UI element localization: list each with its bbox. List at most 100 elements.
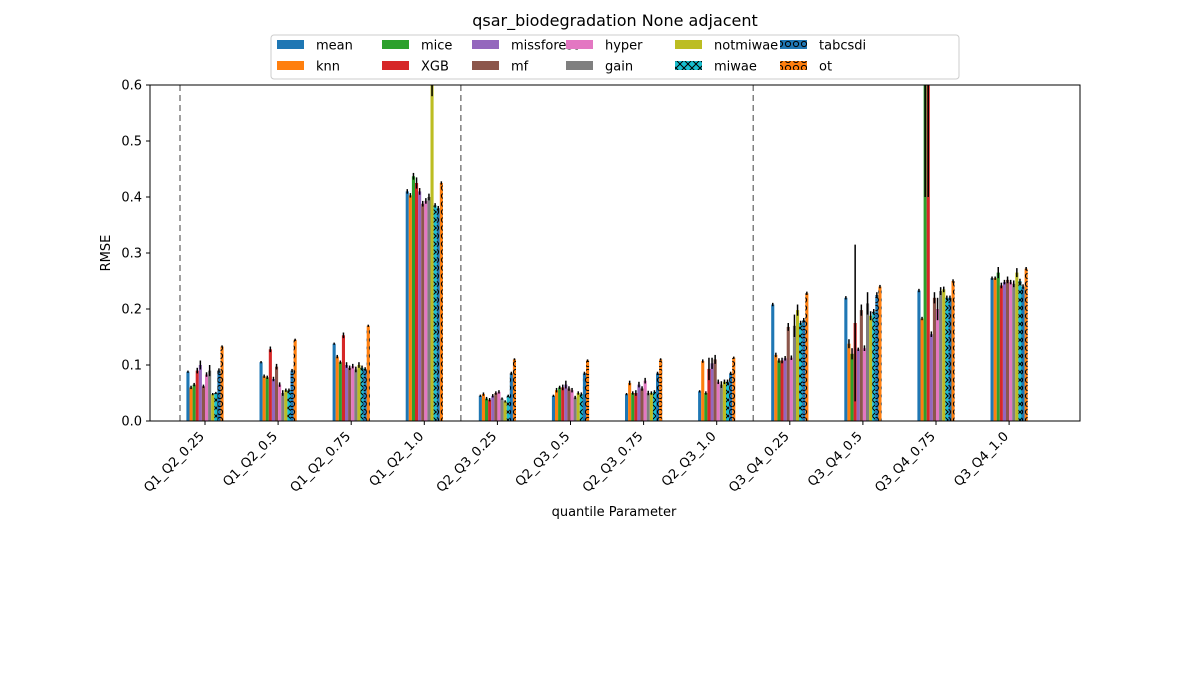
legend-label-ot: ot bbox=[819, 60, 832, 75]
plot-area bbox=[179, 85, 1028, 421]
bar-mf-Q2_Q3_0.25 bbox=[494, 393, 498, 421]
bar-mf-Q3_Q4_0.5 bbox=[859, 310, 863, 421]
bar-miwae-Q1_Q2_0.25 bbox=[214, 393, 218, 421]
bar-missforest-Q2_Q3_0.25 bbox=[491, 395, 495, 421]
bar-notmiwae-Q1_Q2_1.0 bbox=[430, 85, 434, 421]
bar-gain-Q2_Q3_0.5 bbox=[573, 397, 577, 421]
bar-knn-Q2_Q3_0.5 bbox=[555, 390, 559, 421]
bar-tabcsdi-Q2_Q3_0.5 bbox=[582, 373, 586, 421]
bar-tabcsdi-Q1_Q2_0.5 bbox=[290, 370, 294, 421]
y-tick-label: 0.1 bbox=[121, 359, 142, 374]
bar-missforest-Q3_Q4_0.5 bbox=[856, 349, 860, 421]
bar-mf-Q3_Q4_0.25 bbox=[786, 326, 790, 421]
bar-mean-Q2_Q3_0.5 bbox=[551, 395, 555, 421]
legend-label-hyper: hyper bbox=[605, 39, 643, 54]
bar-ot-Q1_Q2_0.25 bbox=[220, 346, 224, 421]
bar-gain-Q3_Q4_0.5 bbox=[866, 303, 870, 421]
bar-miwae-Q2_Q3_0.75 bbox=[652, 391, 656, 421]
bar-XGB-Q2_Q3_1.0 bbox=[707, 368, 711, 421]
bar-missforest-Q2_Q3_0.75 bbox=[637, 384, 641, 421]
bar-notmiwae-Q3_Q4_0.25 bbox=[796, 310, 800, 421]
bar-knn-Q1_Q2_0.5 bbox=[262, 376, 266, 421]
bar-ot-Q3_Q4_0.75 bbox=[951, 281, 955, 421]
bar-notmiwae-Q1_Q2_0.5 bbox=[284, 390, 288, 421]
bar-ot-Q2_Q3_0.75 bbox=[659, 359, 663, 421]
bar-missforest-Q3_Q4_1.0 bbox=[1002, 282, 1006, 421]
bar-XGB-Q3_Q4_0.25 bbox=[780, 360, 784, 421]
bar-gain-Q2_Q3_0.75 bbox=[646, 393, 650, 421]
bar-ot-Q1_Q2_0.5 bbox=[293, 339, 297, 421]
bar-gain-Q1_Q2_0.25 bbox=[208, 370, 212, 421]
bar-miwae-Q3_Q4_1.0 bbox=[1018, 281, 1022, 421]
legend-label-knn: knn bbox=[316, 60, 340, 75]
bar-notmiwae-Q2_Q3_0.75 bbox=[649, 393, 653, 421]
bar-missforest-Q1_Q2_0.75 bbox=[345, 365, 349, 421]
legend-label-tabcsdi: tabcsdi bbox=[819, 39, 866, 54]
bar-knn-Q2_Q3_0.75 bbox=[628, 382, 632, 421]
legend-label-missforest: missforest bbox=[511, 39, 578, 54]
bar-mf-Q2_Q3_0.5 bbox=[567, 388, 571, 421]
x-axis-title: quantile Parameter bbox=[552, 505, 677, 520]
bar-mice-Q3_Q4_0.5 bbox=[850, 353, 854, 421]
bar-gain-Q3_Q4_0.75 bbox=[939, 291, 943, 421]
bar-miwae-Q2_Q3_0.25 bbox=[506, 395, 510, 421]
legend-label-miwae: miwae bbox=[714, 60, 757, 75]
bar-miwae-Q1_Q2_0.5 bbox=[287, 390, 291, 421]
bar-hyper-Q3_Q4_0.75 bbox=[936, 309, 940, 421]
bar-hyper-Q1_Q2_0.75 bbox=[351, 366, 355, 421]
bar-gain-Q2_Q3_1.0 bbox=[719, 384, 723, 421]
bar-mice-Q2_Q3_1.0 bbox=[704, 393, 708, 421]
bar-hyper-Q1_Q2_0.25 bbox=[205, 374, 209, 421]
bar-mean-Q1_Q2_0.25 bbox=[186, 371, 190, 421]
bar-mf-Q1_Q2_0.25 bbox=[201, 386, 205, 421]
bar-XGB-Q3_Q4_0.75 bbox=[926, 85, 930, 421]
bar-mean-Q1_Q2_1.0 bbox=[405, 191, 409, 421]
bar-XGB-Q1_Q2_0.5 bbox=[268, 349, 272, 421]
bar-mf-Q3_Q4_0.75 bbox=[932, 297, 936, 421]
bar-notmiwae-Q3_Q4_0.5 bbox=[869, 315, 873, 421]
bar-mice-Q2_Q3_0.25 bbox=[485, 398, 489, 421]
bar-ot-Q1_Q2_0.75 bbox=[366, 325, 370, 421]
bar-XGB-Q2_Q3_0.5 bbox=[561, 387, 565, 421]
bar-miwae-Q2_Q3_0.5 bbox=[579, 394, 583, 421]
bar-miwae-Q1_Q2_1.0 bbox=[433, 205, 437, 421]
bar-mf-Q1_Q2_0.75 bbox=[348, 367, 352, 421]
legend-swatch-XGB bbox=[382, 61, 409, 70]
bar-ot-Q3_Q4_1.0 bbox=[1024, 268, 1028, 421]
legend-label-mean: mean bbox=[316, 39, 353, 54]
y-tick-label: 0.5 bbox=[121, 135, 142, 150]
bar-notmiwae-Q2_Q3_0.5 bbox=[576, 393, 580, 421]
bar-hyper-Q2_Q3_1.0 bbox=[716, 381, 720, 421]
bar-XGB-Q2_Q3_0.25 bbox=[488, 399, 492, 421]
bar-ot-Q3_Q4_0.5 bbox=[878, 286, 882, 421]
bar-hyper-Q1_Q2_1.0 bbox=[424, 200, 428, 421]
bar-mice-Q3_Q4_0.25 bbox=[777, 360, 781, 421]
y-tick-label: 0.6 bbox=[121, 79, 142, 94]
legend-swatch-knn bbox=[277, 61, 304, 70]
bar-ot-Q1_Q2_1.0 bbox=[439, 183, 443, 421]
bar-mf-Q3_Q4_1.0 bbox=[1006, 279, 1010, 421]
bar-notmiwae-Q1_Q2_0.75 bbox=[357, 365, 361, 421]
bar-hyper-Q3_Q4_0.25 bbox=[789, 357, 793, 421]
bar-notmiwae-Q3_Q4_1.0 bbox=[1015, 272, 1019, 421]
legend-swatch-tabcsdi bbox=[780, 40, 807, 49]
bar-mice-Q2_Q3_0.5 bbox=[558, 387, 562, 421]
bar-mice-Q1_Q2_0.25 bbox=[192, 384, 196, 421]
y-axis: 0.0 0.1 0.2 0.3 0.4 0.5 0.6 bbox=[121, 79, 150, 430]
bar-knn-Q1_Q2_0.75 bbox=[335, 356, 339, 421]
legend-swatch-ot bbox=[780, 61, 807, 70]
bar-missforest-Q3_Q4_0.75 bbox=[929, 334, 933, 421]
bar-missforest-Q1_Q2_0.5 bbox=[271, 379, 275, 421]
bar-ot-Q2_Q3_1.0 bbox=[732, 357, 736, 421]
bar-mice-Q1_Q2_0.5 bbox=[265, 377, 269, 421]
legend: mean knn mice XGB missforest mf hyper gain notmi… bbox=[270, 34, 960, 80]
bar-mean-Q3_Q4_0.25 bbox=[771, 304, 775, 421]
legend-swatch-mice bbox=[382, 40, 409, 49]
bar-missforest-Q2_Q3_0.5 bbox=[564, 384, 568, 421]
bar-mean-Q3_Q4_1.0 bbox=[990, 278, 994, 421]
bar-mice-Q3_Q4_1.0 bbox=[996, 272, 1000, 421]
bar-hyper-Q2_Q3_0.75 bbox=[643, 380, 647, 421]
bar-gain-Q1_Q2_1.0 bbox=[427, 197, 431, 421]
bar-hyper-Q1_Q2_0.5 bbox=[278, 384, 282, 421]
